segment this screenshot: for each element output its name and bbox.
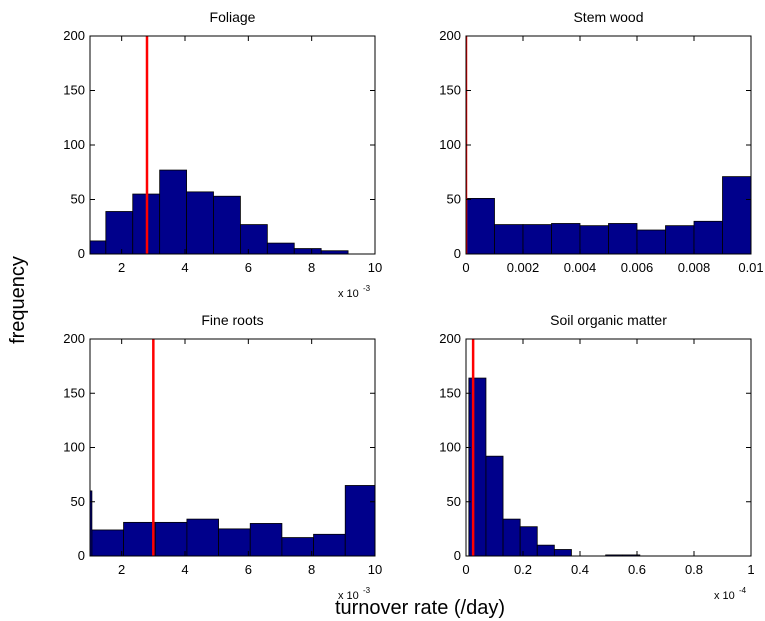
x-tick-label: 0.002	[507, 260, 540, 275]
bar	[344, 485, 375, 556]
y-tick-label: 200	[439, 331, 461, 346]
bar	[494, 224, 524, 254]
bar	[123, 521, 156, 556]
panel-title: Foliage	[210, 9, 256, 25]
plot-area	[90, 339, 375, 556]
bar	[266, 242, 295, 254]
panel-title: Soil organic matter	[550, 312, 667, 328]
y-tick-label: 100	[439, 440, 461, 455]
bar	[105, 211, 134, 254]
x-scale-power: -4	[739, 586, 747, 595]
bar	[522, 224, 552, 254]
y-tick-label: 50	[447, 192, 461, 207]
bar	[240, 224, 268, 254]
y-tick-label: 200	[63, 331, 85, 346]
bar	[519, 526, 538, 556]
x-scale-base: x 10	[338, 590, 359, 602]
bar	[502, 518, 521, 556]
y-tick-label: 200	[63, 28, 85, 43]
y-tick-label: 0	[78, 246, 85, 261]
x-scale-base: x 10	[338, 288, 359, 300]
plot-area	[466, 36, 751, 254]
bar	[551, 223, 581, 254]
bar	[665, 225, 695, 254]
bar	[213, 195, 241, 254]
bar	[466, 198, 495, 254]
bar	[636, 229, 666, 254]
y-tick-label: 200	[439, 28, 461, 43]
bar	[249, 523, 283, 556]
y-tick-label: 50	[447, 494, 461, 509]
y-tick-label: 150	[63, 385, 85, 400]
panel-title: Stem wood	[573, 9, 643, 25]
x-tick-label: 6	[245, 562, 252, 577]
bar	[154, 521, 188, 556]
bar	[218, 528, 251, 556]
y-tick-label: 0	[78, 548, 85, 563]
bar	[485, 455, 504, 556]
x-tick-label: 0.004	[564, 260, 597, 275]
bar	[293, 248, 322, 254]
x-tick-label: 0.01	[738, 260, 763, 275]
bar	[693, 220, 723, 254]
x-tick-label: 4	[181, 562, 188, 577]
y-tick-label: 100	[63, 440, 85, 455]
bar	[468, 377, 487, 556]
plot	[466, 36, 751, 254]
y-axis-label: frequency	[7, 256, 29, 344]
x-axis-label: turnover rate (/day)	[335, 597, 505, 619]
x-tick-label: 6	[245, 260, 252, 275]
plot	[468, 339, 641, 556]
x-tick-label: 0.006	[621, 260, 654, 275]
x-tick-label: 1	[747, 562, 754, 577]
x-tick-label: 10	[368, 260, 382, 275]
plot	[90, 36, 349, 254]
bar	[553, 549, 572, 556]
y-tick-label: 50	[71, 192, 85, 207]
x-scale-power: -3	[363, 586, 371, 595]
x-tick-label: 0.008	[678, 260, 711, 275]
bar	[536, 544, 555, 556]
x-tick-label: 0	[462, 562, 469, 577]
plot	[90, 339, 375, 556]
y-tick-label: 150	[439, 83, 461, 98]
bar	[186, 518, 219, 556]
bar	[159, 169, 187, 254]
y-tick-label: 0	[454, 548, 461, 563]
bar	[90, 490, 93, 556]
x-tick-label: 2	[118, 562, 125, 577]
y-tick-label: 150	[439, 385, 461, 400]
bar	[608, 223, 638, 254]
x-tick-label: 0.8	[685, 562, 703, 577]
x-tick-label: 0.6	[628, 562, 646, 577]
x-tick-label: 4	[181, 260, 188, 275]
panel-title: Fine roots	[201, 312, 263, 328]
bar	[186, 191, 214, 254]
x-tick-label: 0.2	[514, 562, 532, 577]
y-tick-label: 100	[63, 137, 85, 152]
x-tick-label: 8	[308, 562, 315, 577]
bar	[91, 529, 124, 556]
x-tick-label: 0	[462, 260, 469, 275]
y-tick-label: 0	[454, 246, 461, 261]
bar	[722, 176, 751, 254]
bar	[281, 537, 314, 556]
x-scale-power: -3	[363, 284, 371, 293]
y-tick-label: 100	[439, 137, 461, 152]
x-tick-label: 8	[308, 260, 315, 275]
y-tick-label: 150	[63, 83, 85, 98]
x-tick-label: 2	[118, 260, 125, 275]
y-tick-label: 50	[71, 494, 85, 509]
bar	[313, 533, 346, 556]
x-scale-base: x 10	[714, 590, 735, 602]
bar	[579, 225, 609, 254]
x-tick-label: 10	[368, 562, 382, 577]
x-tick-label: 0.4	[571, 562, 589, 577]
